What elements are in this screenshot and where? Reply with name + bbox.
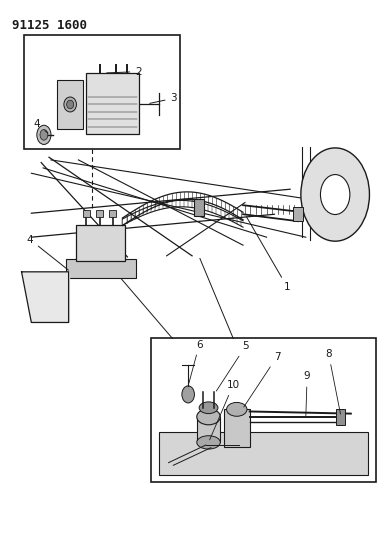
FancyBboxPatch shape: [336, 409, 345, 425]
Text: 4: 4: [27, 235, 68, 270]
Text: 6: 6: [189, 340, 203, 383]
Ellipse shape: [227, 402, 247, 416]
FancyBboxPatch shape: [109, 210, 116, 217]
Text: 4: 4: [33, 119, 48, 133]
FancyBboxPatch shape: [83, 210, 90, 217]
Ellipse shape: [320, 175, 350, 215]
FancyBboxPatch shape: [24, 35, 180, 149]
Circle shape: [40, 130, 48, 140]
Ellipse shape: [199, 402, 218, 414]
FancyBboxPatch shape: [151, 338, 376, 482]
Circle shape: [182, 386, 194, 403]
Text: 9: 9: [304, 372, 310, 416]
FancyBboxPatch shape: [194, 199, 204, 216]
Polygon shape: [22, 272, 69, 322]
Text: 2: 2: [107, 67, 142, 77]
Text: 91125 1600: 91125 1600: [12, 19, 87, 31]
FancyBboxPatch shape: [76, 225, 125, 261]
FancyBboxPatch shape: [86, 73, 139, 134]
FancyBboxPatch shape: [57, 80, 83, 129]
FancyBboxPatch shape: [197, 417, 220, 442]
Text: 5: 5: [216, 341, 249, 391]
Text: 1: 1: [247, 217, 291, 293]
Ellipse shape: [197, 409, 220, 425]
Text: 10: 10: [210, 380, 240, 440]
FancyBboxPatch shape: [66, 259, 136, 278]
Text: 7: 7: [244, 352, 280, 407]
Ellipse shape: [64, 97, 76, 112]
Circle shape: [37, 125, 51, 144]
Ellipse shape: [197, 436, 220, 449]
FancyBboxPatch shape: [96, 210, 103, 217]
FancyBboxPatch shape: [293, 207, 303, 221]
Ellipse shape: [301, 148, 369, 241]
FancyBboxPatch shape: [159, 432, 368, 475]
Text: 3: 3: [150, 93, 177, 103]
Text: 8: 8: [325, 349, 341, 414]
Ellipse shape: [67, 100, 74, 109]
FancyBboxPatch shape: [224, 409, 250, 447]
